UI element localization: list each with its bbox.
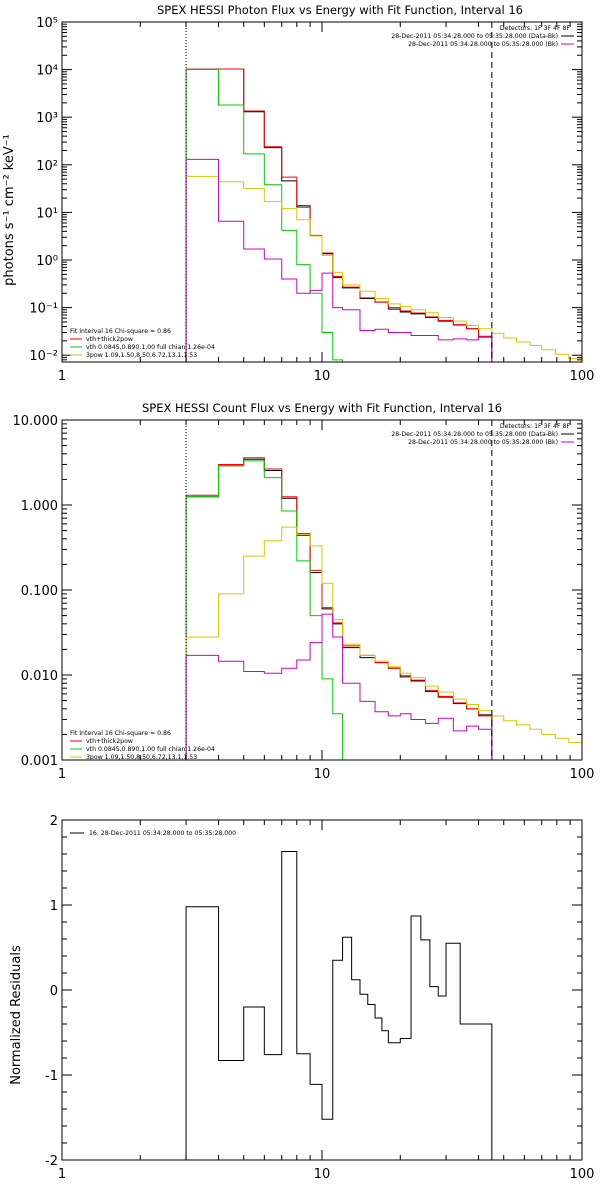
legend-top-right: Detectors: 1F 3F 4F 8F 28-Dec-2011 05:34… bbox=[391, 25, 574, 48]
series-line-0 bbox=[185, 68, 493, 362]
legend-fit-header: Fit Interval 16 Chi-square = 0.86 bbox=[70, 730, 171, 737]
residuals-panel: Normalized Residuals 1 10 100 -2 -1 0 1 2 16. 2… bbox=[9, 814, 594, 1182]
legend-item: 16. 28-Dec-2011 05:34:28.000 to 05:35:28… bbox=[89, 830, 236, 837]
y-tick-label: 10⁻¹ bbox=[29, 302, 58, 317]
ticks-layer: 1 10 100 0.001 0.010 0.100 1.000 10.000 bbox=[13, 414, 595, 782]
y-tick-label: 0.010 bbox=[21, 669, 58, 684]
x-tick-label: 10 bbox=[314, 1167, 331, 1182]
series-line-2 bbox=[185, 68, 344, 362]
legend-detectors: Detectors: 1F 3F 4F 8F bbox=[500, 25, 571, 32]
series-line-0 bbox=[185, 458, 493, 760]
legend-item: 3pow 1.09,1.50,8.50,6.72,13.1,1.53 bbox=[86, 352, 197, 359]
series-line-3 bbox=[185, 526, 583, 760]
legend-item: vth 0.0845,0.890,1.00 full chian 1.26e-0… bbox=[86, 746, 215, 753]
legend-data-bk: 28-Dec-2011 05:34:28.000 to 05:35:28.000… bbox=[391, 431, 558, 438]
y-axis-label: photons s⁻¹ cm⁻² keV⁻¹ bbox=[2, 134, 17, 286]
y-tick-label: 10⁻² bbox=[29, 349, 58, 364]
vline-layer bbox=[185, 420, 493, 760]
plot-frame bbox=[61, 419, 583, 761]
plot-frame bbox=[61, 21, 583, 363]
y-tick-label: 0.100 bbox=[21, 584, 58, 599]
series-layer bbox=[185, 68, 583, 362]
x-tick-label: 1 bbox=[58, 369, 66, 384]
legend-bottom-left: Fit Interval 16 Chi-square = 0.86 vth+th… bbox=[70, 730, 215, 761]
x-tick-label: 10 bbox=[314, 369, 331, 384]
y-tick-label: 2 bbox=[50, 814, 58, 829]
legend-item: 3pow 1.09,1.50,8.50,6.72,13.1,1.53 bbox=[86, 754, 197, 761]
x-tick-label: 100 bbox=[570, 1167, 595, 1182]
x-tick-label: 10 bbox=[314, 767, 331, 782]
legend-bk: 28-Dec-2011 05:34:28.000 to 05:35:28.000… bbox=[408, 439, 558, 446]
legend-item: vth+thick2pow bbox=[86, 738, 133, 745]
x-tick-label: 100 bbox=[570, 369, 595, 384]
y-tick-label: 10¹ bbox=[36, 206, 58, 221]
legend-detectors: Detectors: 1F 3F 4F 8F bbox=[500, 423, 571, 430]
series-line-1 bbox=[185, 457, 493, 760]
legend-bottom-left: Fit Interval 16 Chi-square = 0.86 vth+th… bbox=[70, 328, 215, 359]
series-layer bbox=[185, 850, 493, 1160]
y-tick-label: 10² bbox=[36, 159, 58, 174]
y-tick-label: 10³ bbox=[36, 111, 58, 126]
y-tick-label: 10⁵ bbox=[36, 16, 58, 31]
y-tick-label: 0.001 bbox=[21, 754, 58, 769]
count-flux-panel: SPEX HESSI Count Flux vs Energy with Fit… bbox=[13, 401, 595, 782]
series-line-0 bbox=[185, 850, 493, 1160]
series-layer bbox=[185, 457, 583, 760]
legend-top-left: 16. 28-Dec-2011 05:34:28.000 to 05:35:28… bbox=[70, 830, 236, 837]
legend-bk: 28-Dec-2011 05:34:28.000 to 05:35:28.000… bbox=[408, 41, 558, 48]
vline-layer bbox=[185, 22, 493, 362]
y-tick-label: -2 bbox=[45, 1154, 58, 1169]
chart-title: SPEX HESSI Count Flux vs Energy with Fit… bbox=[142, 401, 502, 415]
plot-frame bbox=[61, 819, 583, 1161]
series-line-4 bbox=[185, 158, 493, 362]
chart-title: SPEX HESSI Photon Flux vs Energy with Fi… bbox=[157, 3, 523, 17]
y-tick-label: 1 bbox=[50, 899, 58, 914]
legend-data-bk: 28-Dec-2011 05:34:28.000 to 05:35:28.000… bbox=[391, 33, 558, 40]
legend-item: vth+thick2pow bbox=[86, 336, 133, 343]
legend-top-right: Detectors: 1F 3F 4F 8F 28-Dec-2011 05:34… bbox=[391, 423, 574, 446]
ticks-layer: 1 10 100 -2 -1 0 1 2 bbox=[45, 814, 594, 1182]
y-tick-label: -1 bbox=[45, 1069, 58, 1084]
y-tick-label: 10⁴ bbox=[36, 64, 58, 79]
series-line-4 bbox=[185, 613, 493, 760]
x-tick-label: 1 bbox=[58, 1167, 66, 1182]
x-tick-label: 100 bbox=[570, 767, 595, 782]
y-axis-label: Normalized Residuals bbox=[9, 945, 24, 1085]
y-tick-label: 10⁰ bbox=[36, 254, 58, 269]
series-line-2 bbox=[185, 460, 344, 760]
x-tick-label: 1 bbox=[58, 767, 66, 782]
ticks-layer: 1 10 100 10⁻² 10⁻¹ 10⁰ 10¹ 10² 10³ 10⁴ 10⁵ bbox=[29, 16, 594, 384]
y-tick-label: 10.000 bbox=[13, 414, 59, 429]
y-tick-label: 0 bbox=[50, 984, 58, 999]
series-line-1 bbox=[185, 68, 493, 362]
photon-flux-panel: SPEX HESSI Photon Flux vs Energy with Fi… bbox=[2, 3, 594, 384]
legend-item: vth 0.0845,0.890,1.00 full chian 1.26e-0… bbox=[86, 344, 215, 351]
series-line-3 bbox=[185, 175, 583, 362]
legend-fit-header: Fit Interval 16 Chi-square = 0.86 bbox=[70, 328, 171, 335]
y-tick-label: 1.000 bbox=[21, 499, 58, 514]
